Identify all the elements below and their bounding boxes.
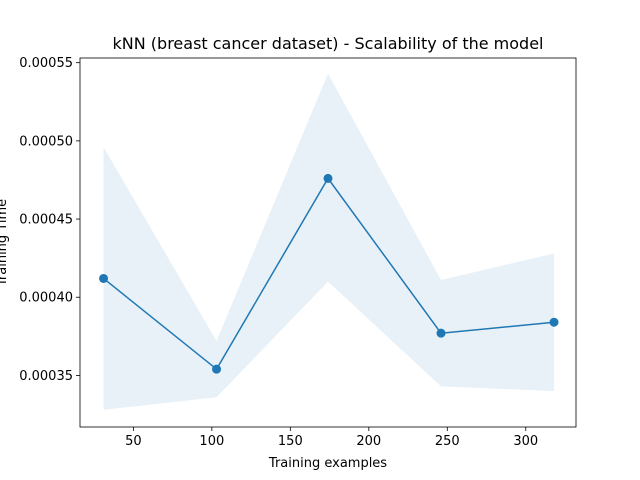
x-tick-label: 250 bbox=[435, 434, 460, 449]
y-axis-label: Training Time bbox=[0, 199, 10, 287]
x-tick-label: 50 bbox=[125, 434, 142, 449]
plot-area: 50 100 150 200 250 300 0.00035 0.00040 0.00045 0.… bbox=[19, 56, 577, 449]
y-tick-label: 0.00045 bbox=[19, 213, 73, 228]
y-tick-label: 0.00055 bbox=[19, 56, 73, 71]
data-point bbox=[323, 173, 333, 183]
x-tick-label: 150 bbox=[278, 434, 303, 449]
data-point bbox=[99, 273, 109, 283]
x-axis-label: Training examples bbox=[268, 456, 387, 471]
confidence-band bbox=[103, 73, 555, 410]
chart-title: kNN (breast cancer dataset) - Scalabilit… bbox=[113, 34, 544, 53]
data-point bbox=[212, 364, 222, 374]
data-point bbox=[549, 317, 559, 327]
x-tick-label: 200 bbox=[356, 434, 381, 449]
y-tick-label: 0.00050 bbox=[19, 134, 73, 149]
y-tick-label: 0.00040 bbox=[19, 291, 73, 306]
data-point bbox=[436, 328, 446, 338]
y-tick-label: 0.00035 bbox=[19, 369, 73, 384]
x-tick-label: 300 bbox=[513, 434, 538, 449]
plot-frame bbox=[79, 57, 577, 428]
x-tick-label: 100 bbox=[199, 434, 224, 449]
